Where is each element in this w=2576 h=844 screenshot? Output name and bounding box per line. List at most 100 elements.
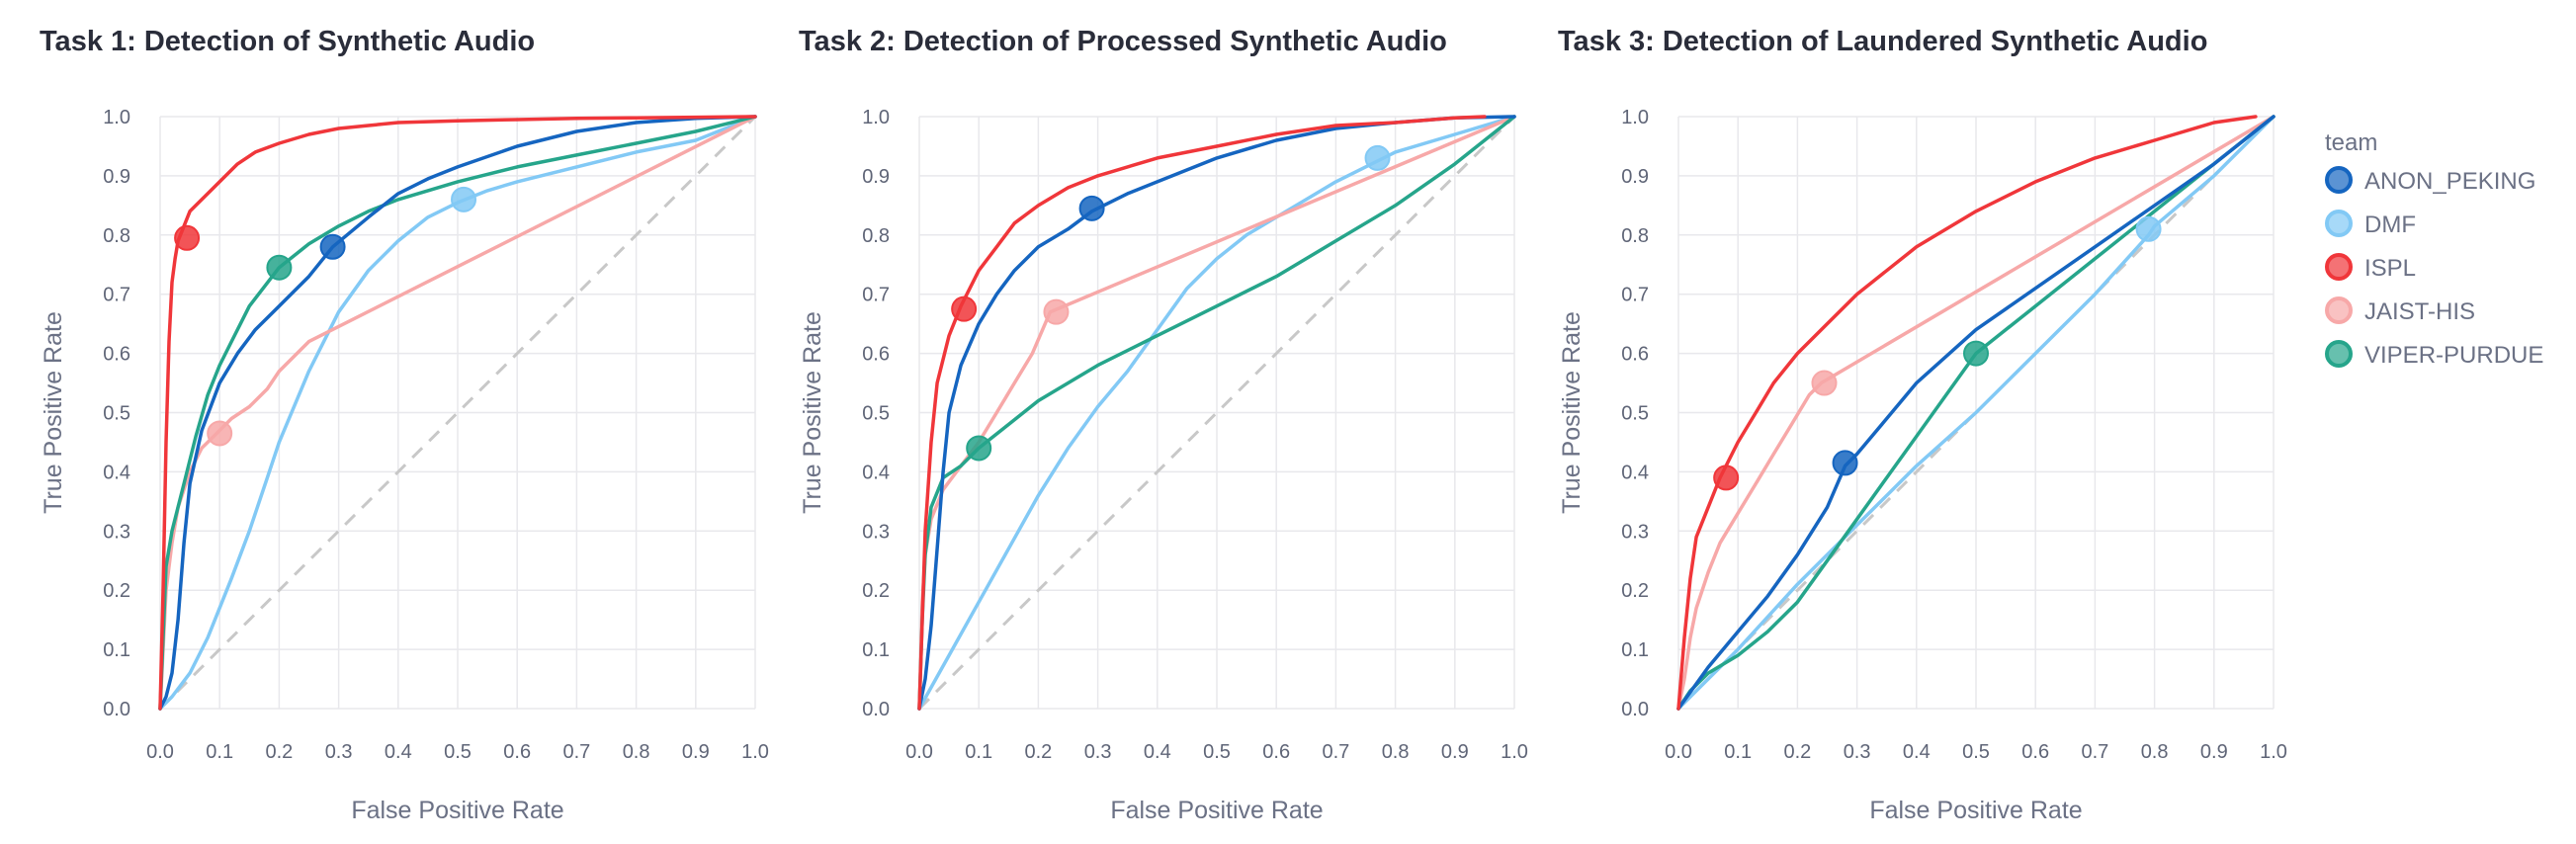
x-tick-label: 0.5 xyxy=(1962,741,1990,763)
y-tick-label: 0.9 xyxy=(1621,166,1649,188)
y-tick-label: 0.4 xyxy=(1621,462,1649,483)
operating-point-jaist-his xyxy=(1811,370,1838,396)
y-tick-label: 1.0 xyxy=(103,107,130,128)
operating-point-jaist-his xyxy=(1043,298,1070,325)
x-tick-label: 0.8 xyxy=(623,741,650,763)
roc-line-viper-purdue xyxy=(1676,115,2275,711)
y-tick-label: 0.9 xyxy=(103,166,130,188)
roc-line-jaist-his xyxy=(1676,115,2275,711)
legend-label-anon-peking: ANON_PEKING xyxy=(2364,168,2535,195)
roc-line-ispl xyxy=(917,115,1487,711)
y-tick-label: 0.0 xyxy=(862,699,890,720)
legend: team ANON_PEKING DMF ISPL JAIST-HIS VIPER-PUR… xyxy=(2325,129,2543,369)
y-axis-label: True Positive Rate xyxy=(1558,311,1586,514)
y-tick-label: 0.3 xyxy=(103,521,130,543)
y-tick-label: 1.0 xyxy=(1621,107,1649,128)
y-tick-label: 0.6 xyxy=(103,344,130,366)
y-tick-label: 0.5 xyxy=(103,403,130,425)
x-tick-label: 0.8 xyxy=(1382,741,1410,763)
x-tick-label: 0.5 xyxy=(444,741,472,763)
x-axis-label: False Positive Rate xyxy=(351,797,563,824)
legend-marker-dmf xyxy=(2325,210,2353,237)
operating-point-viper-purdue xyxy=(1963,340,1989,367)
chart-panel-3: 0.0 0.1 0.2 0.3 0.4 0.5 0.6 0.7 0.8 0.9 1.0 0.0 0.1 0… xyxy=(1558,107,2287,824)
x-tick-label: 0.4 xyxy=(1144,741,1171,763)
y-tick-label: 0.1 xyxy=(862,639,890,661)
roc-line-viper-purdue xyxy=(917,115,1516,711)
x-axis-label: False Positive Rate xyxy=(1869,797,2082,824)
x-tick-label: 1.0 xyxy=(741,741,769,763)
x-tick-label: 0.8 xyxy=(2141,741,2169,763)
y-axis-label: True Positive Rate xyxy=(799,311,826,514)
y-tick-label: 0.8 xyxy=(862,225,890,247)
x-tick-label: 0.3 xyxy=(1084,741,1112,763)
roc-line-anon-peking xyxy=(158,115,757,711)
y-tick-label: 0.2 xyxy=(103,580,130,602)
chart-panel-2: 0.0 0.1 0.2 0.3 0.4 0.5 0.6 0.7 0.8 0.9 1.0 0.0 0.1 0… xyxy=(799,107,1528,824)
x-tick-label: 0.6 xyxy=(503,741,531,763)
y-tick-label: 0.7 xyxy=(1621,285,1649,306)
chart-title-task-2: Task 2: Detection of Processed Synthetic… xyxy=(799,26,1447,57)
roc-line-viper-purdue xyxy=(158,115,757,711)
y-axis-label: True Positive Rate xyxy=(40,311,67,514)
x-tick-label: 0.5 xyxy=(1203,741,1231,763)
legend-title: team xyxy=(2325,129,2377,156)
x-tick-label: 0.0 xyxy=(146,741,174,763)
roc-line-ispl xyxy=(1676,115,2258,711)
chance-diagonal xyxy=(158,115,757,711)
y-tick-label: 0.8 xyxy=(1621,225,1649,247)
x-tick-label: 0.1 xyxy=(206,741,233,763)
x-tick-label: 0.7 xyxy=(1322,741,1349,763)
y-tick-label: 0.2 xyxy=(1621,580,1649,602)
roc-line-ispl xyxy=(158,115,757,711)
y-tick-label: 1.0 xyxy=(862,107,890,128)
operating-point-jaist-his xyxy=(207,420,233,447)
x-tick-label: 0.3 xyxy=(325,741,353,763)
operating-point-anon-peking xyxy=(319,233,346,260)
operating-point-viper-purdue xyxy=(966,435,992,462)
operating-point-anon-peking xyxy=(1832,450,1858,476)
roc-line-anon-peking xyxy=(917,115,1516,711)
legend-label-viper-purdue: VIPER-PURDUE xyxy=(2364,342,2543,369)
operating-point-ispl xyxy=(174,224,201,251)
x-tick-label: 0.0 xyxy=(1665,741,1692,763)
roc-line-dmf xyxy=(158,115,757,711)
y-tick-label: 0.1 xyxy=(1621,639,1649,661)
operating-point-anon-peking xyxy=(1078,195,1105,221)
legend-label-jaist-his: JAIST-HIS xyxy=(2364,298,2475,325)
y-tick-label: 0.6 xyxy=(862,344,890,366)
x-tick-label: 0.6 xyxy=(2021,741,2049,763)
y-tick-label: 0.8 xyxy=(103,225,130,247)
x-tick-label: 0.2 xyxy=(1024,741,1052,763)
operating-point-ispl xyxy=(951,295,978,322)
operating-point-viper-purdue xyxy=(266,254,293,281)
x-tick-label: 0.7 xyxy=(2081,741,2108,763)
operating-point-dmf xyxy=(1364,144,1391,171)
y-tick-label: 0.5 xyxy=(862,403,890,425)
y-tick-label: 0.7 xyxy=(862,285,890,306)
legend-marker-viper-purdue xyxy=(2325,340,2353,368)
chart-title-task-1: Task 1: Detection of Synthetic Audio xyxy=(40,26,536,57)
y-tick-label: 0.0 xyxy=(103,699,130,720)
y-tick-label: 0.3 xyxy=(1621,521,1649,543)
x-tick-label: 0.9 xyxy=(682,741,710,763)
x-tick-label: 0.0 xyxy=(905,741,933,763)
x-tick-label: 0.9 xyxy=(1441,741,1469,763)
y-tick-label: 0.2 xyxy=(862,580,890,602)
y-tick-label: 0.7 xyxy=(103,285,130,306)
x-tick-label: 0.4 xyxy=(1903,741,1931,763)
operating-point-dmf xyxy=(2135,215,2162,242)
x-tick-label: 0.9 xyxy=(2200,741,2228,763)
y-tick-label: 0.1 xyxy=(103,639,130,661)
roc-line-anon-peking xyxy=(1676,115,2275,711)
y-tick-label: 0.4 xyxy=(103,462,130,483)
y-tick-label: 0.9 xyxy=(862,166,890,188)
y-tick-label: 0.5 xyxy=(1621,403,1649,425)
y-tick-label: 0.0 xyxy=(1621,699,1649,720)
legend-marker-anon-peking xyxy=(2325,166,2353,194)
chart-title-task-3: Task 3: Detection of Laundered Synthetic… xyxy=(1558,26,2208,57)
x-tick-label: 0.3 xyxy=(1844,741,1871,763)
y-tick-label: 0.4 xyxy=(862,462,890,483)
x-tick-label: 0.1 xyxy=(965,741,992,763)
